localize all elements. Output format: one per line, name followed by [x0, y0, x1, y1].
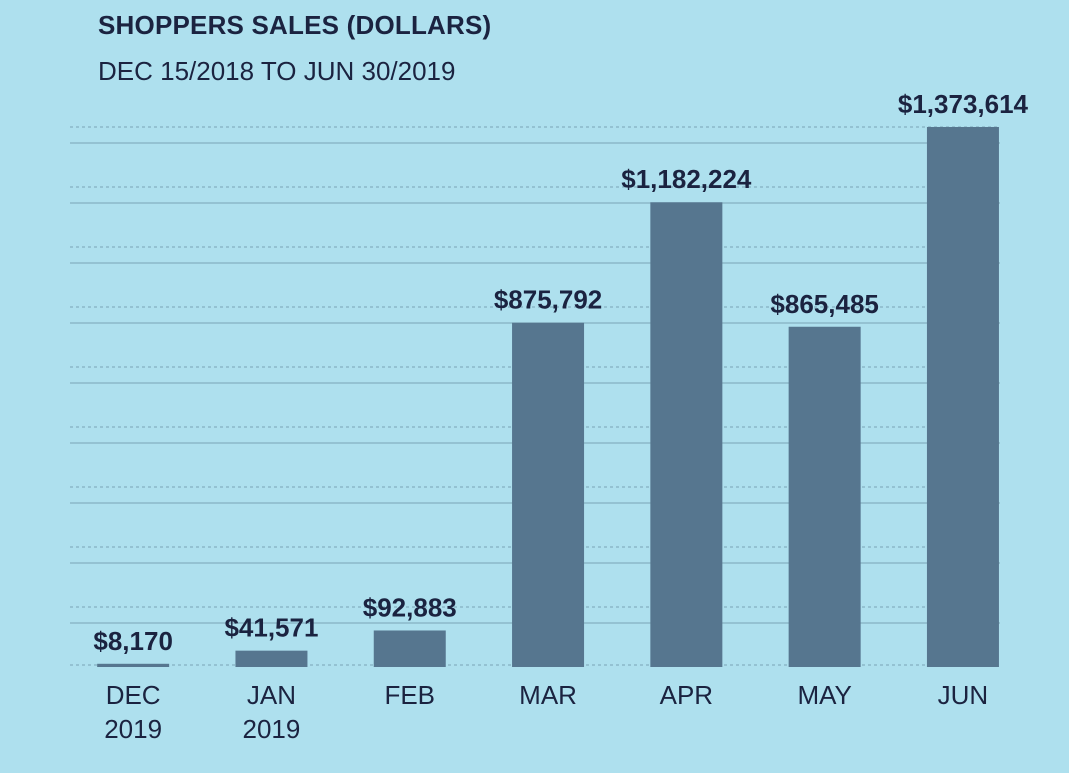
value-label-apr: $1,182,224: [621, 164, 752, 194]
x-tick-label: DEC: [106, 680, 161, 710]
x-tick-label: APR: [660, 680, 713, 710]
bars: [97, 127, 999, 667]
bar-dec: [97, 663, 170, 667]
value-label-mar: $875,792: [494, 285, 602, 315]
x-tick-label: JAN: [247, 680, 296, 710]
x-tick-label: JUN: [938, 680, 989, 710]
chart-subtitle: DEC 15/2018 TO JUN 30/2019: [98, 56, 456, 86]
value-label-jun: $1,373,614: [898, 89, 1029, 119]
value-label-jan: $41,571: [224, 613, 318, 643]
x-tick-label: 2019: [104, 714, 162, 744]
value-labels: $8,170 $41,571 $92,883 $875,792 $1,182,224 $8…: [93, 89, 1028, 656]
x-axis-ticks: DEC 2019 JAN 2019 FEB MAR APR MAY JUN: [104, 680, 988, 744]
x-tick-label: 2019: [243, 714, 301, 744]
bar-mar: [512, 322, 585, 667]
bar-jan: [235, 650, 308, 667]
x-tick-label: MAR: [519, 680, 577, 710]
chart-title: SHOPPERS SALES (DOLLARS): [98, 10, 492, 40]
value-label-feb: $92,883: [363, 592, 457, 622]
bar-jun: [926, 127, 999, 667]
bar-may: [788, 326, 861, 667]
x-tick-label: MAY: [797, 680, 851, 710]
value-label-may: $865,485: [770, 289, 878, 319]
x-tick-label: FEB: [384, 680, 435, 710]
bar-apr: [650, 202, 723, 667]
value-label-dec: $8,170: [93, 626, 173, 656]
bar-feb: [373, 630, 446, 667]
